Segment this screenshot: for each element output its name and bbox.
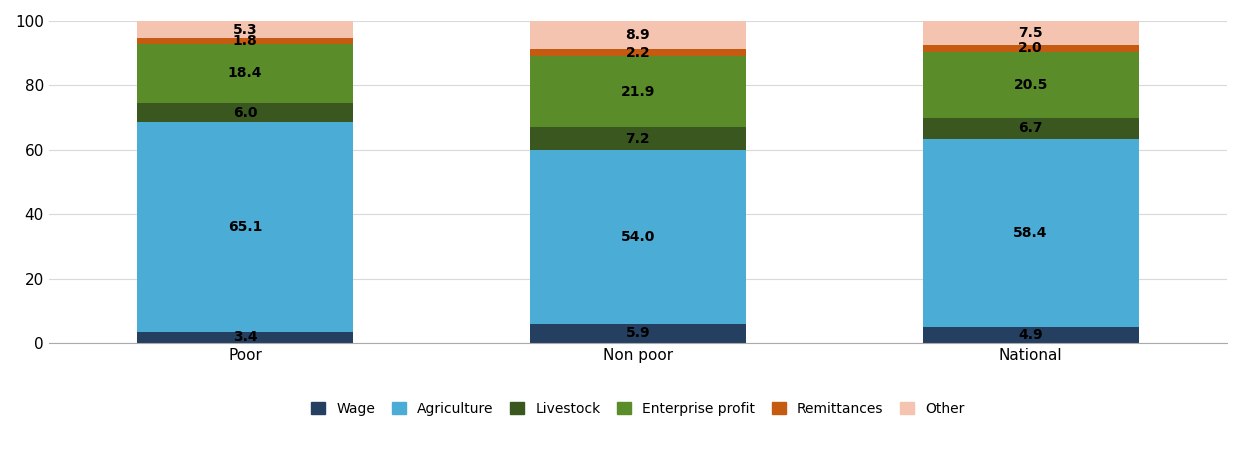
- Text: 6.0: 6.0: [232, 106, 257, 120]
- Text: 5.9: 5.9: [626, 327, 650, 340]
- Text: 7.5: 7.5: [1018, 26, 1043, 40]
- Bar: [530, 21, 746, 50]
- Text: 3.4: 3.4: [232, 330, 257, 345]
- Text: 1.8: 1.8: [232, 34, 257, 48]
- Bar: [137, 122, 353, 332]
- Bar: [923, 45, 1139, 51]
- Text: 58.4: 58.4: [1013, 226, 1048, 240]
- Bar: [137, 21, 353, 38]
- Bar: [137, 38, 353, 44]
- Text: 20.5: 20.5: [1013, 77, 1048, 92]
- Legend: Wage, Agriculture, Livestock, Enterprise profit, Remittances, Other: Wage, Agriculture, Livestock, Enterprise…: [304, 395, 971, 423]
- Text: 65.1: 65.1: [229, 220, 262, 234]
- Bar: [530, 127, 746, 150]
- Text: 18.4: 18.4: [227, 67, 262, 81]
- Text: 21.9: 21.9: [621, 84, 655, 99]
- Bar: [530, 324, 746, 343]
- Bar: [923, 327, 1139, 343]
- Bar: [923, 51, 1139, 118]
- Text: 6.7: 6.7: [1018, 121, 1043, 135]
- Text: 8.9: 8.9: [626, 28, 650, 42]
- Text: 4.9: 4.9: [1018, 328, 1043, 342]
- Bar: [137, 332, 353, 343]
- Bar: [530, 150, 746, 324]
- Bar: [923, 21, 1139, 45]
- Text: 2.0: 2.0: [1018, 42, 1043, 55]
- Text: 54.0: 54.0: [621, 230, 655, 244]
- Bar: [137, 44, 353, 103]
- Bar: [923, 118, 1139, 139]
- Bar: [530, 57, 746, 127]
- Bar: [137, 103, 353, 122]
- Text: 2.2: 2.2: [626, 46, 651, 60]
- Bar: [923, 139, 1139, 327]
- Text: 7.2: 7.2: [626, 132, 650, 145]
- Bar: [530, 50, 746, 57]
- Text: 5.3: 5.3: [232, 23, 257, 36]
